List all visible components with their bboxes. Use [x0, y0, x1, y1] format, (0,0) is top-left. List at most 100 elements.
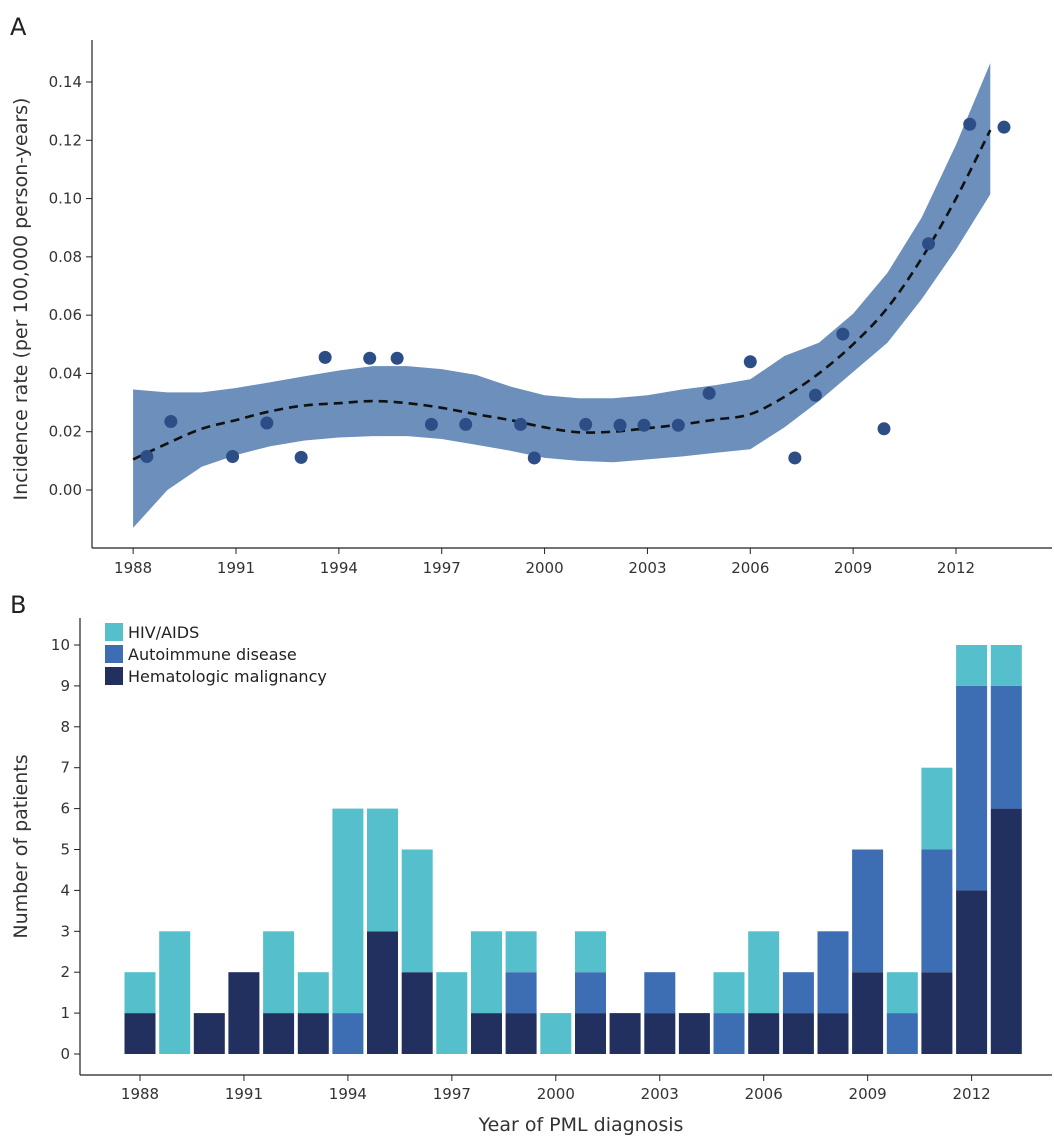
data-point: [671, 418, 685, 432]
y-tick-label: 10: [51, 636, 70, 654]
x-tick-label: 1994: [329, 1085, 367, 1103]
bar-segment-hematologic: [297, 1013, 329, 1054]
bar-segment-hematologic: [990, 808, 1022, 1054]
data-point: [363, 351, 377, 365]
x-axis-ticks: 1988 1991 1994 1997 2000 2003 2006 2009 2012: [114, 548, 975, 577]
bar-segment-hematologic: [263, 1013, 295, 1054]
y-tick-label: 4: [60, 881, 70, 899]
bar-segment-autoimmune: [782, 972, 814, 1014]
bar-segment-hiv: [886, 972, 918, 1014]
y-tick-label: 7: [60, 759, 70, 777]
bar-segment-hematologic: [193, 1013, 225, 1054]
bar-segment-hiv: [713, 972, 745, 1014]
bar-segment-hiv: [505, 931, 537, 973]
bar-segment-hematologic: [748, 1013, 780, 1054]
data-point: [743, 355, 757, 369]
x-tick-label: 2006: [731, 559, 769, 577]
panel-b-label: B: [10, 591, 26, 619]
y-tick-label: 0.14: [49, 73, 82, 91]
data-point: [788, 451, 802, 465]
bar-segment-hematologic: [401, 972, 433, 1054]
data-point: [294, 450, 308, 464]
bar-segment-hematologic: [367, 931, 398, 1054]
data-point: [140, 449, 154, 463]
bar-segment-hematologic: [228, 972, 260, 1054]
x-tick-label: 2006: [745, 1085, 783, 1103]
data-point: [579, 417, 593, 431]
bar-segment-hematologic: [782, 1013, 814, 1054]
panel-a-label: A: [10, 13, 27, 41]
bar-segment-autoimmune: [575, 972, 606, 1014]
bar-segment-hematologic: [644, 1013, 676, 1054]
data-point: [390, 351, 404, 365]
bar-segment-hiv: [436, 972, 468, 1054]
panel-b-stacked-bar: 0 1 2 3 4 5 6 7 8 9 10 1988 1991 1994 1997 2000 2003 200…: [10, 618, 1052, 1136]
data-point: [260, 416, 274, 430]
data-point: [637, 418, 651, 432]
bar-segment-hematologic: [852, 972, 884, 1054]
y-tick-label: 0.10: [49, 190, 82, 208]
bar-segment-autoimmune: [956, 685, 988, 891]
legend-label: HIV/AIDS: [128, 623, 199, 642]
bar-segment-hiv: [990, 645, 1022, 686]
y-tick-label: 3: [60, 922, 70, 940]
y-tick-label: 0: [60, 1045, 70, 1063]
data-point: [164, 415, 178, 429]
bar-segment-hiv: [297, 972, 329, 1014]
bar-segment-autoimmune: [713, 1013, 745, 1054]
bar-segment-autoimmune: [505, 972, 537, 1014]
bar-segment-hiv: [921, 767, 953, 850]
x-tick-label: 1997: [433, 1085, 471, 1103]
x-tick-label: 1991: [225, 1085, 263, 1103]
data-point: [963, 117, 977, 131]
y-tick-label: 0.12: [49, 131, 82, 149]
bar-segment-hiv: [748, 931, 780, 1014]
trend-line: [132, 129, 992, 461]
bar-segment-hiv: [159, 931, 191, 1054]
trend-curve: [132, 129, 992, 461]
x-tick-label: 1994: [320, 559, 358, 577]
legend-label: Hematologic malignancy: [128, 667, 327, 686]
data-point: [613, 418, 627, 432]
y-tick-label: 5: [60, 841, 70, 859]
bar-segment-hiv: [332, 808, 364, 1014]
bar-segment-autoimmune: [852, 849, 884, 973]
panel-a-scatter: 0.00 0.02 0.04 0.06 0.08 0.10 0.12 0.14 1988 199…: [10, 40, 1052, 577]
confidence-band-area: [133, 63, 991, 528]
bar-segment-autoimmune: [886, 1013, 918, 1054]
x-tick-label: 2012: [953, 1085, 991, 1103]
data-points: [140, 117, 1011, 465]
x-tick-label: 2000: [537, 1085, 575, 1103]
y-tick-label: 1: [60, 1004, 70, 1022]
y-tick-label: 0.08: [49, 248, 82, 266]
bar-segment-hiv: [367, 808, 398, 932]
legend-swatch: [105, 667, 123, 685]
x-tick-label: 1988: [114, 559, 152, 577]
data-point: [922, 237, 936, 251]
confidence-band: [133, 63, 991, 528]
y-tick-label: 0.04: [49, 364, 82, 382]
legend: HIV/AIDS Autoimmune disease Hematologic ma…: [105, 623, 327, 686]
data-point: [702, 386, 716, 400]
y-tick-label: 0.06: [49, 306, 82, 324]
x-tick-label: 1991: [217, 559, 255, 577]
bar-segment-hiv: [471, 931, 502, 1014]
x-tick-label: 2003: [641, 1085, 679, 1103]
data-point: [808, 388, 822, 402]
y-tick-label: 2: [60, 963, 70, 981]
y-axis-title: Incidence rate (per 100,000 person-years…: [10, 98, 32, 501]
bars: [124, 645, 1022, 1054]
data-point: [424, 417, 438, 431]
data-point: [514, 417, 528, 431]
legend-swatch: [105, 645, 123, 663]
bar-segment-hematologic: [817, 1013, 849, 1054]
y-tick-label: 0.00: [49, 481, 82, 499]
bar-segment-hematologic: [124, 1013, 156, 1054]
y-tick-label: 6: [60, 800, 70, 818]
data-point: [226, 449, 240, 463]
bar-segment-hiv: [956, 645, 988, 686]
bar-segment-autoimmune: [921, 849, 953, 973]
data-point: [877, 422, 891, 436]
legend-swatch: [105, 623, 123, 641]
